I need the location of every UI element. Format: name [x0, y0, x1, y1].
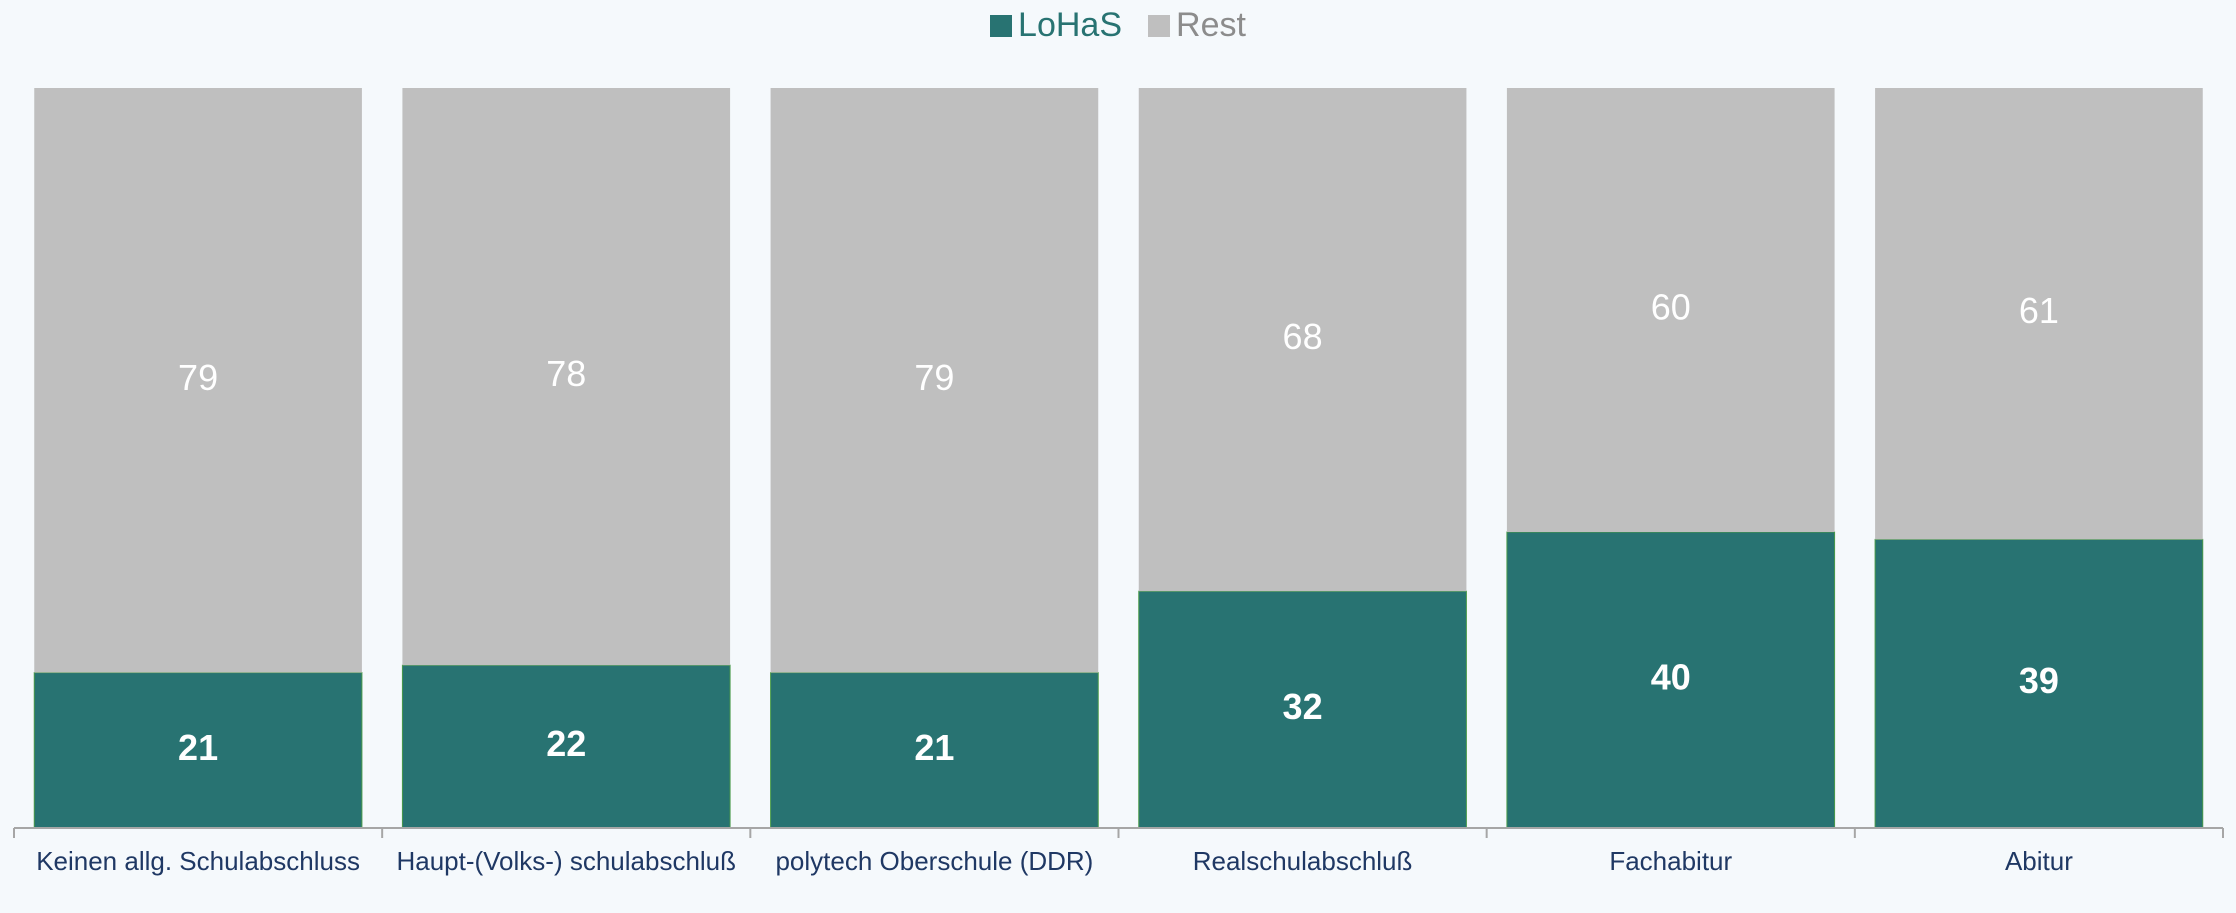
data-label: 21: [914, 727, 954, 768]
data-label: 22: [546, 723, 586, 764]
bar-segment: [34, 88, 362, 673]
bar-segment: [1138, 88, 1467, 592]
legend-swatch: [990, 14, 1013, 37]
bar-segment: [770, 672, 1099, 829]
bar-segment: [1138, 590, 1467, 829]
x-tick-label: polytech Oberschule (DDR): [775, 846, 1094, 876]
x-tick-label: Fachabitur: [1609, 846, 1733, 876]
data-label: 78: [546, 353, 586, 394]
data-label: 39: [2019, 660, 2059, 701]
bar-segment: [401, 664, 731, 829]
x-tick-label: Abitur: [2004, 846, 2073, 876]
data-label: 79: [914, 357, 954, 398]
legend: LoHaS Rest: [0, 6, 2236, 45]
x-tick-label: Keinen allg. Schulabschluss: [36, 846, 360, 876]
data-label: 61: [2019, 290, 2059, 331]
data-label: 40: [1651, 657, 1691, 698]
bar-segment: [1506, 88, 1835, 532]
bar-segment: [1874, 538, 2204, 829]
data-label: 21: [178, 727, 218, 768]
legend-label: Rest: [1176, 6, 1246, 44]
bar-segment: [33, 672, 363, 829]
x-tick-label: Haupt-(Volks-) schulabschluß: [396, 846, 737, 876]
data-label: 68: [1283, 316, 1323, 357]
bar-segment: [402, 88, 731, 666]
bar-segment: [1506, 531, 1836, 829]
x-tick-label: Realschulabschluß: [1192, 846, 1413, 876]
legend-label: LoHaS: [1018, 6, 1123, 44]
legend-item: Rest: [1148, 6, 1246, 45]
data-label: 32: [1283, 686, 1323, 727]
data-label: 79: [178, 357, 218, 398]
legend-swatch: [1148, 14, 1171, 37]
legend-item: LoHaS: [990, 6, 1122, 45]
bar-segment: [770, 88, 1099, 673]
data-label: 60: [1651, 287, 1691, 328]
bar-segment: [1875, 88, 2203, 540]
